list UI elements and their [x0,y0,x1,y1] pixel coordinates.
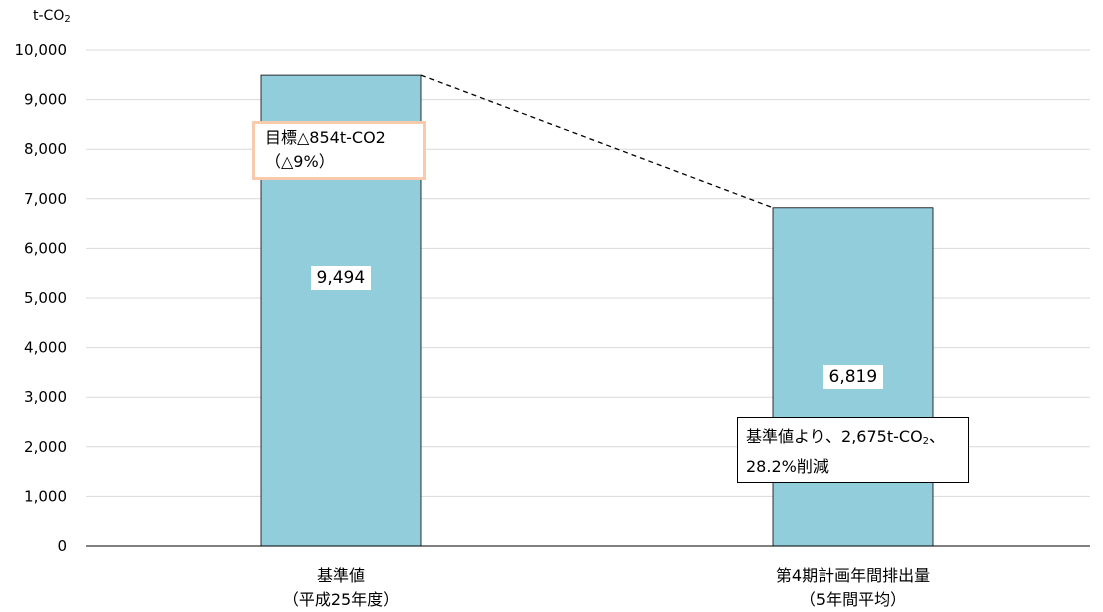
x-category-sublabel: （平成25年度） [283,590,399,609]
y-tick-label: 5,000 [24,289,67,307]
y-tick-label: 7,000 [24,190,67,208]
y-tick-label: 8,000 [24,140,67,158]
y-tick-label: 1,000 [24,487,67,505]
reduction-connector-line [420,74,774,209]
reduction-annotation-box: 基準値より、2,675t-CO2、 28.2%削減 [737,417,969,483]
y-tick-label: 4,000 [24,339,67,357]
bar-value-label: 9,494 [310,265,372,290]
y-tick-label: 10,000 [15,41,68,59]
y-tick-label: 2,000 [24,438,67,456]
target-annotation-line2: （△9%） [265,152,335,171]
reduction-annotation-line2: 28.2%削減 [746,457,829,476]
x-category-label: 基準値 [317,566,365,585]
reduction-annotation-line1: 基準値より、2,675t-CO2、 [746,427,946,447]
target-annotation-box: 目標△854t-CO2 （△9%） [252,121,426,180]
bar-value-label: 6,819 [822,364,884,389]
y-axis-title: t-CO2 [33,8,71,25]
x-category-sublabel: （5年間平均） [800,590,906,609]
y-tick-label: 0 [57,537,67,555]
target-annotation-line1: 目標△854t-CO2 [265,128,386,147]
y-tick-label: 6,000 [24,239,67,257]
y-tick-label: 3,000 [24,388,67,406]
y-tick-label: 9,000 [24,91,67,109]
x-category-label: 第4期計画年間排出量 [776,566,930,585]
